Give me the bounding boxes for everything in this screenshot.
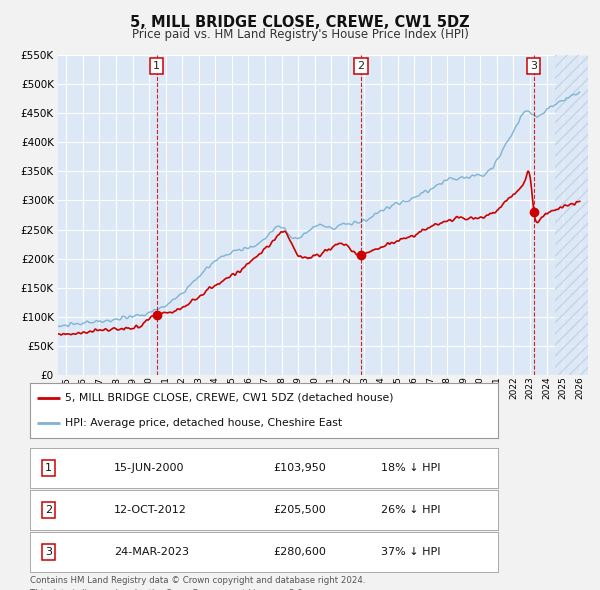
Text: 5, MILL BRIDGE CLOSE, CREWE, CW1 5DZ: 5, MILL BRIDGE CLOSE, CREWE, CW1 5DZ — [130, 15, 470, 30]
Text: 24-MAR-2023: 24-MAR-2023 — [114, 547, 189, 557]
Text: £280,600: £280,600 — [274, 547, 326, 557]
Text: 26% ↓ HPI: 26% ↓ HPI — [381, 505, 440, 515]
Text: 1: 1 — [45, 463, 52, 473]
Text: 15-JUN-2000: 15-JUN-2000 — [114, 463, 185, 473]
Bar — [555, 55, 588, 375]
Text: 3: 3 — [530, 61, 538, 71]
Text: 2: 2 — [357, 61, 364, 71]
Text: £205,500: £205,500 — [274, 505, 326, 515]
Text: 2: 2 — [45, 505, 52, 515]
Text: 5, MILL BRIDGE CLOSE, CREWE, CW1 5DZ (detached house): 5, MILL BRIDGE CLOSE, CREWE, CW1 5DZ (de… — [65, 393, 394, 403]
Text: HPI: Average price, detached house, Cheshire East: HPI: Average price, detached house, Ches… — [65, 418, 342, 428]
Text: £103,950: £103,950 — [274, 463, 326, 473]
Text: 1: 1 — [153, 61, 160, 71]
Text: 37% ↓ HPI: 37% ↓ HPI — [381, 547, 440, 557]
Text: This data is licensed under the Open Government Licence v3.0.: This data is licensed under the Open Gov… — [30, 589, 305, 590]
Text: 18% ↓ HPI: 18% ↓ HPI — [381, 463, 440, 473]
Text: Contains HM Land Registry data © Crown copyright and database right 2024.: Contains HM Land Registry data © Crown c… — [30, 576, 365, 585]
Text: Price paid vs. HM Land Registry's House Price Index (HPI): Price paid vs. HM Land Registry's House … — [131, 28, 469, 41]
Text: 3: 3 — [45, 547, 52, 557]
Text: 12-OCT-2012: 12-OCT-2012 — [114, 505, 187, 515]
